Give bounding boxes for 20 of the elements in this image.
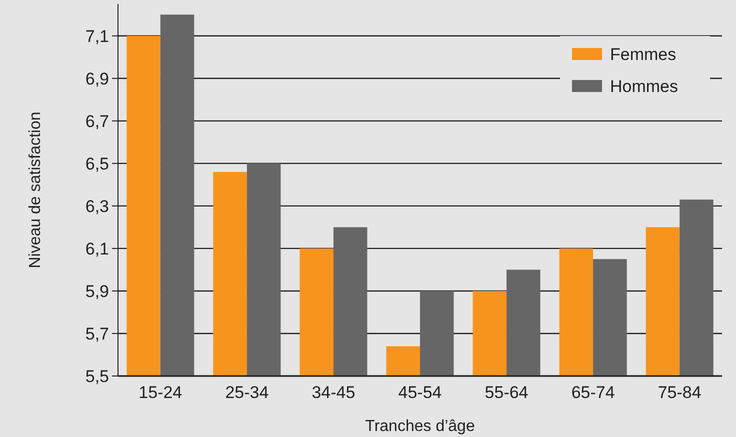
x-tick-label: 75-84	[658, 383, 702, 402]
y-tick-label: 6,1	[85, 239, 109, 258]
y-tick-label: 6,7	[85, 112, 109, 131]
y-axis-title: Niveau de satisfaction	[27, 112, 44, 268]
legend-label: Femmes	[610, 44, 676, 64]
y-tick-label: 6,5	[85, 154, 109, 174]
x-tick-label: 15-24	[138, 383, 182, 402]
y-tick-label: 5,7	[85, 324, 109, 344]
y-tick-label: 6,9	[85, 69, 109, 88]
x-tick-label: 55-64	[484, 383, 528, 402]
y-tick-label: 5,5	[85, 366, 109, 386]
x-axis-title: Tranches d’âge	[365, 418, 475, 435]
x-tick-label: 45-54	[398, 383, 442, 402]
y-tick-label: 5,9	[85, 282, 109, 301]
y-tick-label: 7,1	[85, 26, 109, 46]
x-tick-label: 34-45	[312, 383, 356, 402]
x-tick-label: 25-34	[225, 383, 269, 402]
x-tick-label: 65-74	[571, 383, 615, 402]
legend-label: Hommes	[610, 76, 678, 96]
y-tick-label: 6,3	[85, 196, 109, 216]
